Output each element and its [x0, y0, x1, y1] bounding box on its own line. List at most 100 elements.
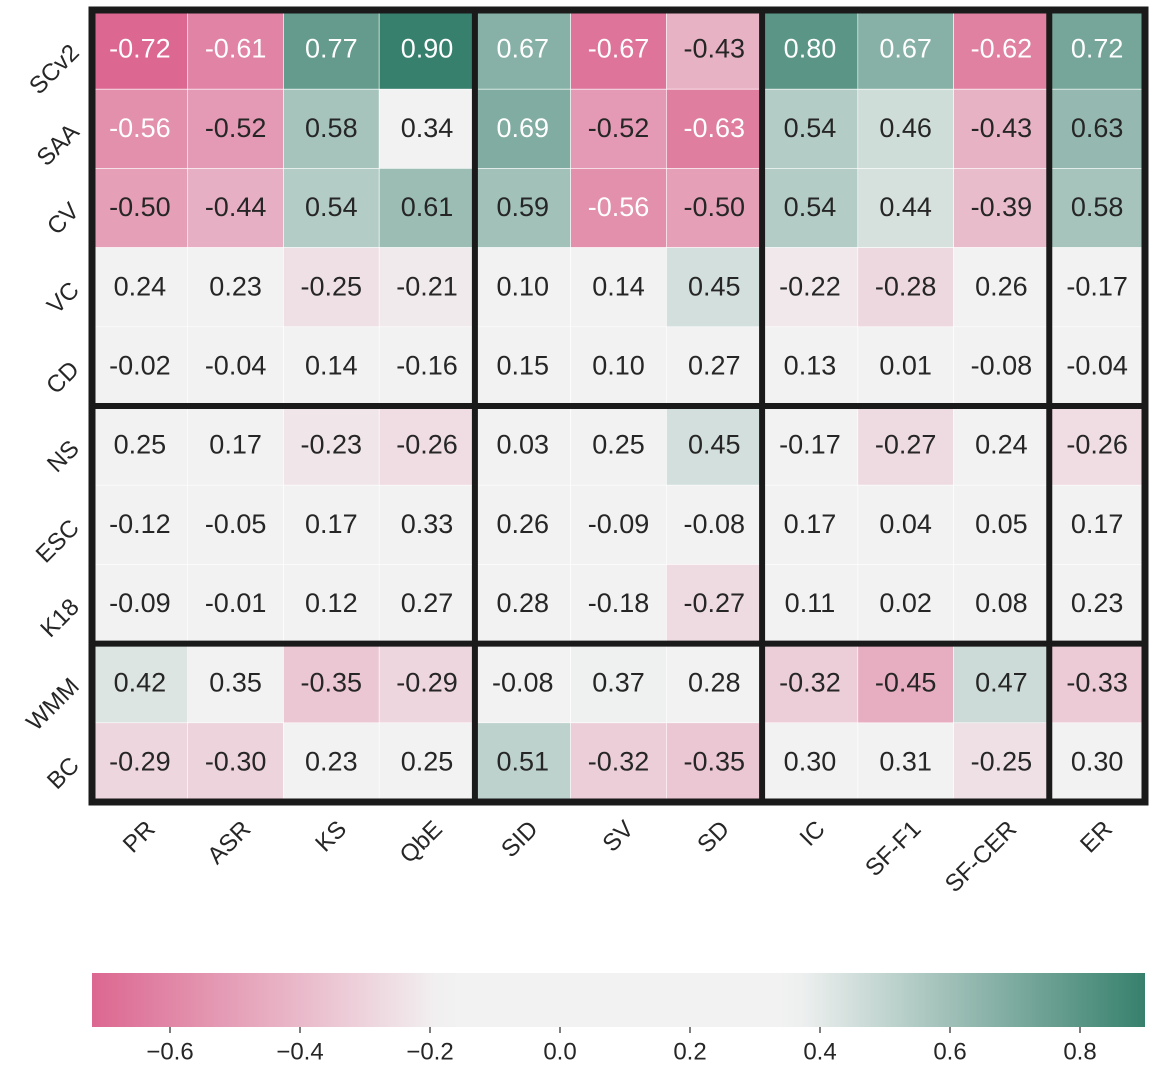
cell: [570, 722, 667, 803]
cell: [283, 88, 380, 169]
cell: [1048, 247, 1146, 328]
cell: [857, 247, 954, 328]
cell-label: -0.21: [396, 271, 458, 301]
cell-label: -0.22: [779, 271, 841, 301]
cell: [666, 643, 763, 724]
cell: [953, 484, 1050, 565]
cell-label: 0.17: [784, 509, 837, 539]
cell-label: 0.10: [592, 351, 645, 381]
cell-label: -0.23: [301, 430, 363, 460]
cell-label: 0.23: [305, 747, 358, 777]
cell-label: 0.02: [879, 588, 932, 618]
cell-label: 0.54: [784, 113, 837, 143]
cell: [1048, 484, 1146, 565]
x-tick-label: QbE: [395, 816, 448, 869]
cell: [91, 168, 189, 248]
cell-label: -0.33: [1066, 667, 1128, 697]
cell-label: 0.24: [114, 271, 167, 301]
cell: [761, 484, 859, 565]
cell: [474, 168, 571, 248]
cell-label: 0.13: [784, 351, 837, 381]
cell-label: 0.15: [496, 351, 549, 381]
cell-label: 0.04: [879, 509, 932, 539]
y-tick-label: WMM: [21, 673, 84, 736]
cell-label: -0.28: [875, 271, 937, 301]
cell-label: 0.54: [305, 192, 358, 222]
cell-label: 0.26: [496, 509, 549, 539]
cell-label: 0.10: [496, 271, 549, 301]
cell-label: -0.35: [683, 747, 745, 777]
cell-label: 0.77: [305, 34, 358, 64]
cell: [666, 564, 763, 644]
cell: [378, 405, 476, 486]
cell-label: 0.30: [1071, 747, 1124, 777]
cell-label: 0.28: [496, 588, 549, 618]
cell: [474, 722, 571, 803]
cell-label: -0.61: [205, 34, 267, 64]
cell: [91, 247, 189, 328]
cell-label: 0.80: [784, 34, 837, 64]
cell: [666, 722, 763, 803]
cell-label: 0.30: [784, 747, 837, 777]
cell: [857, 405, 954, 486]
y-tick-label: CV: [42, 198, 85, 241]
cell-label: -0.35: [301, 667, 363, 697]
cell-label: 0.63: [1071, 113, 1124, 143]
cell-label: -0.12: [109, 509, 171, 539]
y-tick-label: CD: [41, 356, 85, 400]
cell: [187, 326, 284, 407]
cell: [91, 326, 189, 407]
cell-label: 0.90: [401, 34, 454, 64]
x-tick-label: SF-CER: [940, 816, 1022, 898]
cell: [378, 88, 476, 169]
cell-label: -0.18: [588, 588, 650, 618]
cell-label: 0.08: [975, 588, 1028, 618]
x-tick-label: KS: [310, 816, 352, 858]
cell: [187, 88, 284, 169]
cell: [187, 564, 284, 644]
cell-label: 0.01: [879, 351, 932, 381]
x-tick-label: ASR: [202, 816, 256, 870]
cell-label: 0.11: [785, 588, 836, 618]
cell: [91, 643, 189, 724]
cell-label: -0.08: [492, 667, 554, 697]
cell: [857, 564, 954, 644]
cell: [666, 88, 763, 169]
colorbar-tick-label: 0.8: [1063, 1038, 1096, 1065]
cell-label: -0.62: [971, 34, 1033, 64]
cell-label: 0.47: [975, 667, 1028, 697]
cell-label: -0.29: [109, 747, 171, 777]
cell-label: 0.25: [401, 747, 454, 777]
colorbar-tick-label: 0.2: [673, 1038, 706, 1065]
cell-label: 0.31: [879, 747, 932, 777]
cell-label: 0.45: [688, 430, 741, 460]
cell: [474, 247, 571, 328]
cell: [666, 247, 763, 328]
frame: [88, 6, 1149, 806]
cell: [91, 564, 189, 644]
cell-label: -0.56: [588, 192, 650, 222]
cell-label: 0.33: [401, 509, 454, 539]
cell: [761, 88, 859, 169]
cell-label: 0.45: [688, 271, 741, 301]
y-tick-label: K18: [35, 594, 84, 643]
cell: [857, 168, 954, 248]
cell-label: -0.05: [205, 509, 267, 539]
cell: [1048, 88, 1146, 169]
x-tick-label: IC: [795, 816, 831, 852]
cell-label: 0.14: [305, 351, 358, 381]
cell: [283, 247, 380, 328]
cell-label: 0.35: [209, 667, 262, 697]
cell: [474, 9, 571, 90]
cell: [857, 722, 954, 803]
cell-label: -0.39: [971, 192, 1033, 222]
cell-label: -0.04: [205, 351, 267, 381]
cell: [378, 9, 476, 90]
cell: [91, 88, 189, 169]
cell-label: -0.17: [779, 430, 841, 460]
cell: [761, 564, 859, 644]
cell: [283, 722, 380, 803]
cell-label: 0.59: [496, 192, 549, 222]
cell: [1048, 643, 1146, 724]
cell: [953, 9, 1050, 90]
